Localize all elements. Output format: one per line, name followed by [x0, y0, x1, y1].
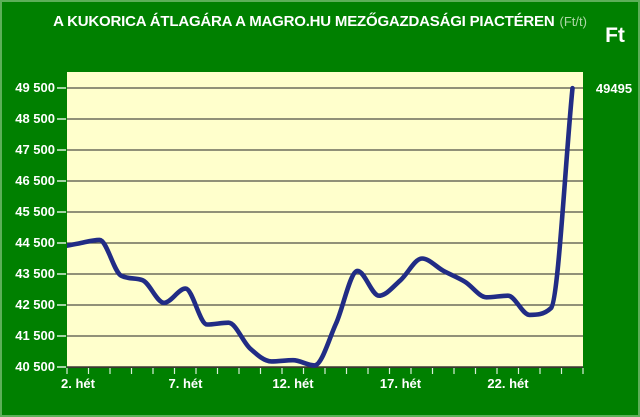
x-axis-tick-label: 7. hét	[168, 376, 203, 391]
chart-title-text: A KUKORICA ÁTLAGÁRA A MAGRO.HU MEZŐGAZDA…	[53, 13, 555, 30]
y-axis-tick-label: 41 500	[15, 328, 55, 343]
plot-area	[67, 72, 583, 368]
price-line	[67, 85, 575, 368]
y-axis-tick-label: 48 500	[15, 111, 55, 126]
y-axis-tick-label: 42 500	[15, 297, 55, 312]
x-axis-tick-label: 17. hét	[379, 376, 422, 391]
chart-title-unit: (Ft/t)	[559, 14, 587, 29]
last-value-label: 49495	[595, 81, 633, 96]
y-axis-tick-label: 46 500	[15, 173, 55, 188]
chart-title: A KUKORICA ÁTLAGÁRA A MAGRO.HU MEZŐGAZDA…	[0, 13, 640, 30]
y-axis-tick-label: 45 500	[15, 204, 55, 219]
x-axis-tick-label: 2. hét	[61, 376, 95, 391]
y-axis-tick-label: 43 500	[15, 266, 55, 281]
y-axis-tick-label: 44 500	[15, 235, 55, 250]
y-axis-tick-label: 40 500	[15, 359, 55, 374]
x-axis-tick-label: 22. hét	[487, 376, 529, 391]
x-axis-tick-label: 12. hét	[272, 376, 314, 391]
y-axis-tick-label: 49 500	[15, 80, 55, 95]
currency-unit-label: Ft	[605, 24, 625, 47]
y-axis-tick-label: 47 500	[15, 142, 55, 157]
